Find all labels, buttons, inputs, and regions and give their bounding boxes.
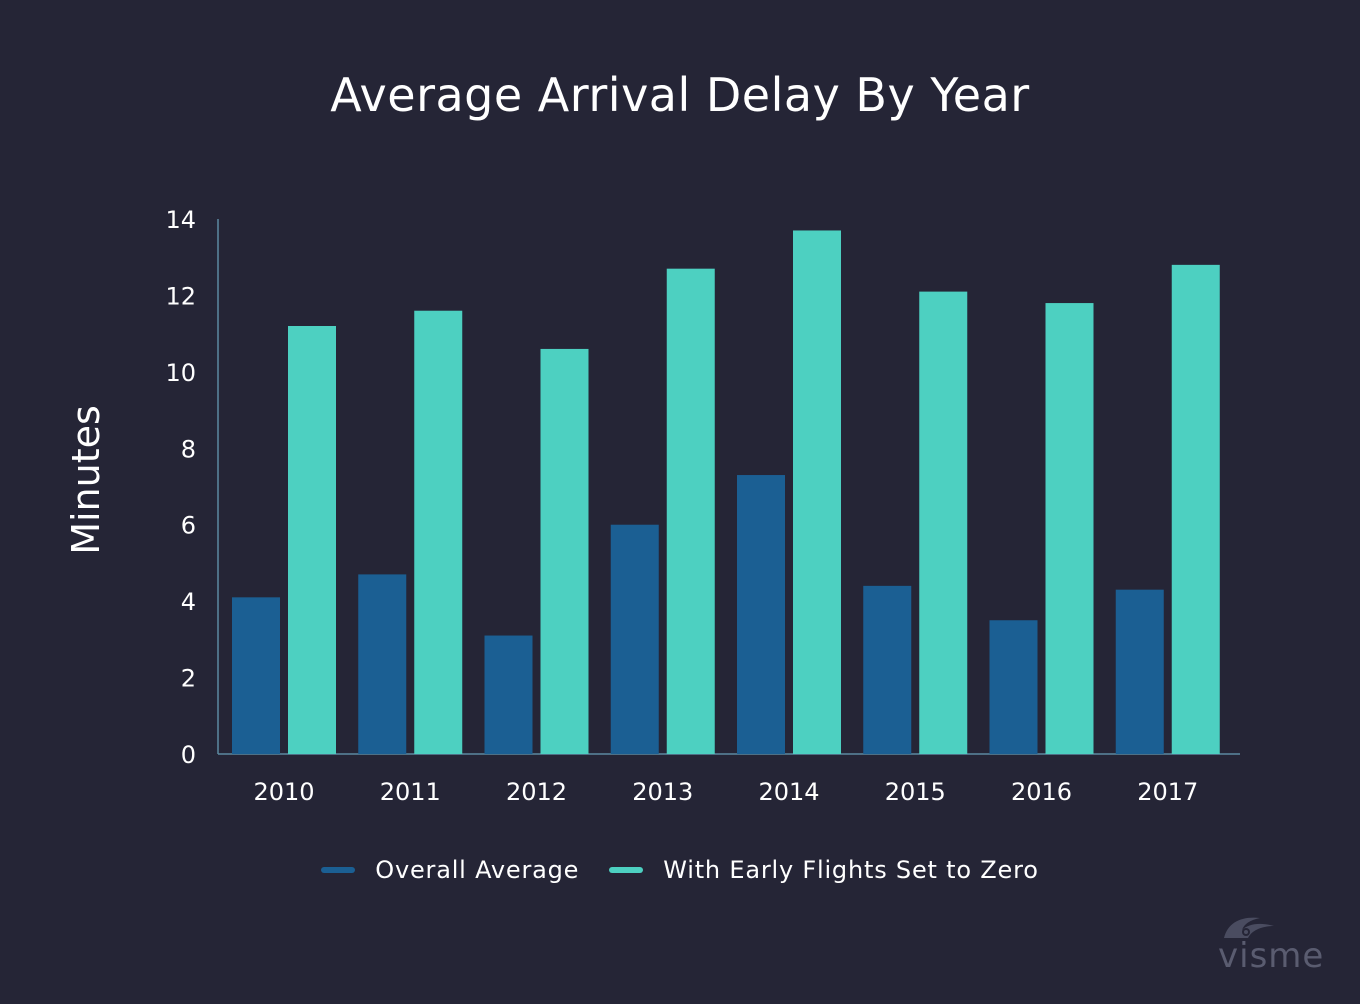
bar-overall-average-2010 <box>232 597 280 754</box>
bar-early-flights-zero-2011 <box>414 310 463 754</box>
bar-overall-average-2017 <box>1115 589 1164 754</box>
chart-title: Average Arrival Delay By Year <box>330 68 1030 122</box>
legend-swatch-early-flights-zero <box>609 867 644 873</box>
bar-early-flights-zero-2013 <box>666 268 715 754</box>
visme-logo-icon <box>1224 917 1274 938</box>
visme-watermark-text: visme <box>1218 936 1325 976</box>
x-tick-label: 2017 <box>1137 778 1198 806</box>
bar-early-flights-zero-2017 <box>1171 264 1220 754</box>
x-tick-label: 2014 <box>758 778 819 806</box>
legend-label-early-flights-zero: With Early Flights Set to Zero <box>663 856 1039 884</box>
y-tick-label: 0 <box>181 741 196 769</box>
x-tick-label: 2013 <box>632 778 693 806</box>
y-tick-label: 2 <box>181 665 196 693</box>
y-tick-label: 14 <box>165 206 196 234</box>
visme-watermark: visme <box>1216 912 1336 982</box>
y-tick-label: 12 <box>165 282 196 310</box>
bar-early-flights-zero-2012 <box>540 348 589 754</box>
bar-overall-average-2014 <box>737 475 785 754</box>
legend: Overall Average With Early Flights Set t… <box>0 856 1360 884</box>
bar-early-flights-zero-2016 <box>1045 303 1094 754</box>
bar-overall-average-2013 <box>610 524 659 754</box>
y-tick-label: 4 <box>181 588 196 616</box>
x-tick-label: 2011 <box>380 778 441 806</box>
y-tick-label: 8 <box>181 435 196 463</box>
legend-item-early-flights-zero: With Early Flights Set to Zero <box>609 856 1038 884</box>
bar-overall-average-2012 <box>484 635 533 754</box>
y-tick-label: 6 <box>181 512 196 540</box>
x-tick-label: 2010 <box>253 778 314 806</box>
legend-label-overall-average: Overall Average <box>375 856 580 884</box>
bar-early-flights-zero-2014 <box>793 230 841 754</box>
y-tick-label: 10 <box>165 359 196 387</box>
bar-overall-average-2015 <box>863 585 912 754</box>
bar-overall-average-2016 <box>989 620 1038 754</box>
x-tick-label: 2016 <box>1011 778 1072 806</box>
legend-item-overall-average: Overall Average <box>321 856 579 884</box>
x-tick-label: 2012 <box>506 778 567 806</box>
legend-swatch-overall-average <box>321 867 356 873</box>
bar-overall-average-2011 <box>358 574 407 754</box>
bar-early-flights-zero-2015 <box>919 291 968 754</box>
bar-early-flights-zero-2010 <box>288 326 336 754</box>
x-tick-label: 2015 <box>885 778 946 806</box>
